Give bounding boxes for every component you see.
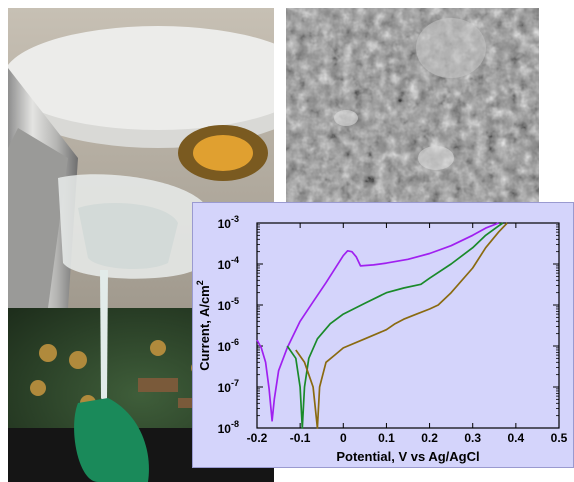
y-tick-exponent: -5 (231, 296, 239, 306)
series-line-3 (295, 222, 508, 429)
label-layer: -0.2 -0.1 0 0.1 0.2 0.3 0.4 0.510-810-710-610-5… (195, 214, 568, 464)
y-tick-label: 10-8 (218, 419, 239, 436)
y-tick-exponent: -7 (231, 378, 239, 388)
plot-frame (256, 222, 560, 429)
y-axis-label-superscript: 2 (195, 280, 205, 285)
chart-panel: -0.2 -0.1 0 0.1 0.2 0.3 0.4 0.5 10-8 10-7 10-6 10-5… (192, 202, 574, 468)
y-tick-label: 10-7 (218, 378, 239, 395)
y-tick-exponent: -6 (231, 337, 239, 347)
y-tick-exponent: -3 (231, 214, 239, 224)
x-tick-label: 0.1 (378, 431, 395, 445)
y-tick-exponent: -8 (231, 419, 239, 429)
axis-layer (256, 222, 560, 429)
y-tick-base: 10 (218, 381, 232, 395)
y-tick-label: 10-3 (218, 214, 239, 231)
y-tick-base: 10 (218, 422, 232, 436)
x-tick-label: 0.5 (551, 431, 568, 445)
y-tick-label: 10-4 (218, 255, 239, 272)
y-tick-base: 10 (218, 299, 232, 313)
series-layer (256, 222, 508, 429)
y-tick-label: 10-5 (218, 296, 239, 313)
x-tick-label: 0.3 (464, 431, 481, 445)
polarization-chart: -0.2 -0.1 0 0.1 0.2 0.3 0.4 0.510-810-710-610-5… (195, 214, 568, 464)
x-tick-label: 0 (340, 431, 347, 445)
sem-micrograph-texture (286, 8, 539, 206)
x-tick-label: -0.1 (290, 431, 311, 445)
series-line-1 (256, 222, 499, 422)
y-axis-label: Current, A/cm2 (195, 280, 212, 371)
y-tick-label: 10-6 (218, 337, 239, 354)
x-tick-label: -0.2 (247, 431, 268, 445)
y-axis-label-main: Current, A/cm (197, 285, 212, 370)
y-tick-base: 10 (218, 340, 232, 354)
x-tick-label: 0.4 (508, 431, 525, 445)
y-tick-base: 10 (218, 258, 232, 272)
x-tick-label: 0.2 (421, 431, 438, 445)
y-tick-exponent: -4 (231, 255, 239, 265)
series-line-2 (286, 222, 504, 429)
x-axis-label: Potential, V vs Ag/AgCl (336, 449, 479, 464)
sem-micrograph (286, 8, 539, 206)
y-tick-base: 10 (218, 217, 232, 231)
